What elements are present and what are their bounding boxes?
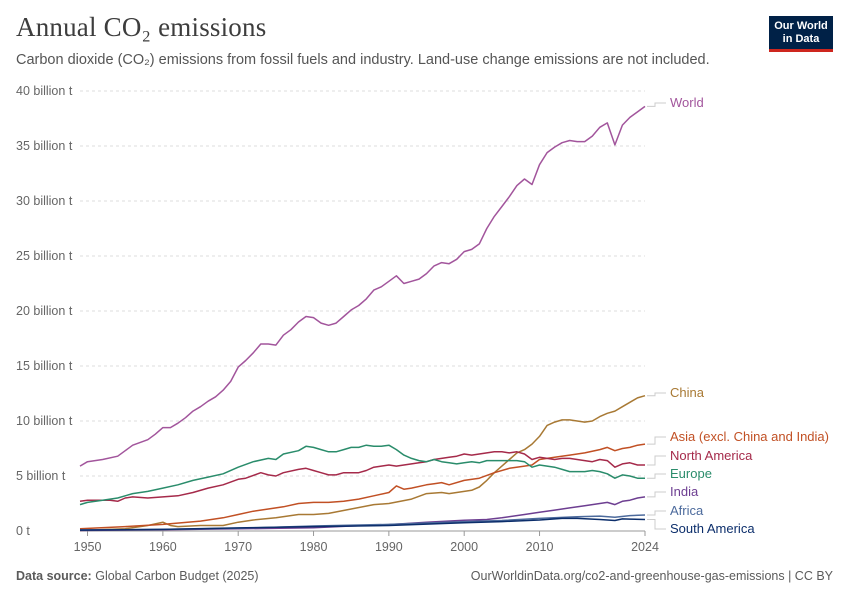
x-tick-label: 1970 (224, 540, 252, 554)
x-tick-label: 1960 (149, 540, 177, 554)
y-tick-label: 5 billion t (16, 469, 66, 483)
series-label[interactable]: Africa (670, 503, 704, 518)
series-label[interactable]: Europe (670, 466, 712, 481)
label-leader-line (647, 473, 666, 479)
gridlines (80, 90, 645, 477)
label-leader-line (647, 510, 666, 516)
y-tick-label: 25 billion t (16, 249, 73, 263)
series-label[interactable]: North America (670, 448, 753, 463)
series-label[interactable]: World (670, 95, 704, 110)
series-label[interactable]: Asia (excl. China and India) (670, 429, 829, 444)
label-leader-line (647, 455, 666, 466)
series-label[interactable]: India (670, 484, 699, 499)
y-tick-label: 20 billion t (16, 304, 73, 318)
series-line-world[interactable] (79, 105, 646, 467)
owid-logo[interactable]: Our World in Data (769, 16, 833, 52)
series-labels: World China Asia (excl. China and India) No… (647, 95, 829, 536)
x-tick-label: 2000 (450, 540, 478, 554)
chart-title: Annual CO₂ emissions (16, 12, 267, 42)
series-line-south-america[interactable] (79, 517, 646, 531)
source-url[interactable]: OurWorldinData.org/co2-and-greenhouse-ga… (470, 569, 833, 583)
series-line-china[interactable] (79, 394, 646, 532)
y-tick-label: 0 t (16, 524, 30, 538)
axes: 0 t 5 billion t 10 billion t 15 billion t 20… (16, 84, 659, 554)
series-lines (79, 105, 646, 532)
logo-line-1: Our World (774, 20, 828, 32)
y-tick-label: 40 billion t (16, 84, 73, 98)
y-tick-label: 35 billion t (16, 139, 73, 153)
data-source-text: Global Carbon Budget (2025) (95, 569, 259, 583)
x-tick-label: 2024 (631, 540, 659, 554)
series-label[interactable]: South America (670, 521, 755, 536)
logo-line-2: in Data (782, 33, 820, 45)
series-line-asia-excl-china-and-india[interactable] (79, 443, 646, 530)
data-source-label: Data source: (16, 569, 92, 583)
y-tick-label: 30 billion t (16, 194, 73, 208)
label-leader-line (647, 491, 666, 498)
x-tick-label: 2010 (526, 540, 554, 554)
data-source: Data source: Global Carbon Budget (2025) (16, 569, 259, 583)
x-tick-label: 1980 (300, 540, 328, 554)
series-label[interactable]: China (670, 385, 705, 400)
y-tick-label: 10 billion t (16, 414, 73, 428)
x-tick-label: 1950 (74, 540, 102, 554)
label-leader-line (647, 102, 666, 107)
chart-subtitle: Carbon dioxide (CO₂) emissions from foss… (16, 52, 710, 68)
label-leader-line (647, 436, 666, 445)
label-leader-line (647, 518, 666, 530)
series-line-north-america[interactable] (79, 451, 645, 503)
x-tick-label: 1990 (375, 540, 403, 554)
label-leader-line (647, 392, 666, 397)
y-tick-label: 15 billion t (16, 359, 73, 373)
series-line-europe[interactable] (79, 444, 645, 506)
